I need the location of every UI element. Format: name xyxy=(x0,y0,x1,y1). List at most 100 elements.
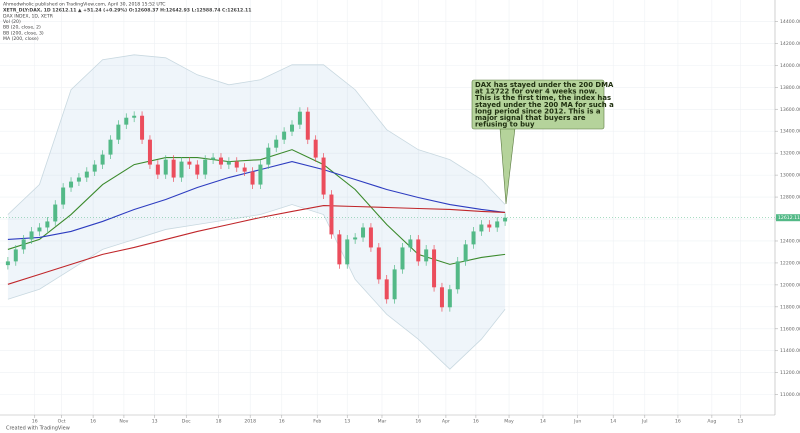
x-tick-label: Oct xyxy=(58,419,66,425)
candle-body xyxy=(424,249,429,262)
x-tick-label: 13 xyxy=(344,419,350,425)
candle-body xyxy=(290,124,295,132)
candle-body xyxy=(305,111,310,140)
candle-body xyxy=(416,239,421,262)
x-tick-label: Jul xyxy=(641,419,648,425)
candle-body xyxy=(376,247,381,280)
candle-body xyxy=(353,237,358,240)
candle-body xyxy=(187,161,192,165)
candle-body xyxy=(487,224,492,228)
candle-body xyxy=(171,159,176,178)
x-tick-label: Jun xyxy=(573,419,581,425)
y-tick-label: 13400.00 xyxy=(780,129,800,135)
candle-body xyxy=(384,279,389,300)
x-tick-label: 16 xyxy=(415,419,421,425)
x-tick-label: 13 xyxy=(737,419,743,425)
y-tick-label: 14000.00 xyxy=(780,63,800,69)
candle-body xyxy=(368,227,373,248)
x-tick-label: 16 xyxy=(279,419,285,425)
x-tick-label: 18 xyxy=(216,419,222,425)
plot-area xyxy=(0,54,775,370)
candle-body xyxy=(100,154,105,165)
annotation-box xyxy=(471,79,605,130)
x-tick-label: 16 xyxy=(473,419,479,425)
candle-body xyxy=(132,115,137,118)
overlay-line xyxy=(7,204,506,285)
y-tick-label: 11200.00 xyxy=(780,370,800,376)
y-tick-label: 13000.00 xyxy=(780,173,800,179)
grid xyxy=(0,0,775,415)
candle-body xyxy=(53,204,58,222)
candle-body xyxy=(179,161,184,178)
publisher: Ahmedwholic published on TradingView.com… xyxy=(3,2,165,8)
band-fill xyxy=(7,54,506,370)
candle-body xyxy=(84,171,89,178)
candle-body xyxy=(61,187,66,205)
x-tick-label: Nov xyxy=(119,419,128,425)
candle-body xyxy=(439,287,444,308)
y-tick-label: 11800.00 xyxy=(780,304,800,310)
y-tick-label: 12200.00 xyxy=(780,260,800,266)
annotation-line: DAX has stayed under the 200 DMA xyxy=(475,81,614,89)
x-tick-label: 16 xyxy=(675,419,681,425)
x-tick-label: Feb xyxy=(313,419,321,425)
annotation-line: at 12722 for over 4 weeks now. xyxy=(475,88,597,96)
y-tick-label: 13800.00 xyxy=(780,85,800,91)
candle-body xyxy=(274,139,279,148)
candle-body xyxy=(13,249,18,262)
candle-body xyxy=(29,231,34,240)
candle-body xyxy=(124,117,129,125)
y-tick-label: 13200.00 xyxy=(780,151,800,157)
candle-body xyxy=(211,157,216,160)
candle-body xyxy=(155,164,160,175)
x-tick-label: Aug xyxy=(707,419,716,425)
y-tick-label: 12800.00 xyxy=(780,195,800,201)
annotation-line: long period since 2012. This is a xyxy=(475,107,601,115)
candle-body xyxy=(432,249,437,288)
y-tick-label: 14200.00 xyxy=(780,41,800,47)
candle-body xyxy=(503,217,508,222)
annotation-line: stayed under the 200 MA for such a xyxy=(475,101,614,109)
candle-body xyxy=(282,131,287,140)
legend-entry: MA (200, close) xyxy=(3,36,39,42)
candle-body xyxy=(226,161,231,165)
candle-body xyxy=(313,139,318,158)
candle-body xyxy=(479,224,484,232)
candle-body xyxy=(447,289,452,308)
overlay-line xyxy=(7,54,506,215)
y-tick-label: 11400.00 xyxy=(780,348,800,354)
candle-body xyxy=(147,139,152,165)
last-price-box xyxy=(776,214,800,222)
candle-body xyxy=(495,221,500,228)
overlay-line xyxy=(7,204,506,370)
y-tick-label: 13600.00 xyxy=(780,107,800,113)
candle-body xyxy=(242,167,247,172)
candle-body xyxy=(234,161,239,168)
candle-body xyxy=(266,147,271,165)
x-tick-label: Mar xyxy=(378,419,387,425)
legend-entry: BB (200, close, 3) xyxy=(3,30,44,36)
candle-body xyxy=(258,164,263,185)
candle-body xyxy=(463,244,468,262)
candle-body xyxy=(361,227,366,238)
candle-body xyxy=(140,115,145,140)
x-tick-label: 13 xyxy=(152,419,158,425)
candle-body xyxy=(203,159,208,175)
candle-body xyxy=(92,164,97,172)
overlay-line xyxy=(7,149,506,265)
y-tick-label: 11000.00 xyxy=(780,392,800,398)
candle-body xyxy=(218,157,223,165)
axes: 11000.00 11200.00 11400.00 11600.00 11800.00… xyxy=(32,19,800,425)
candle-body xyxy=(337,234,342,265)
candle-body xyxy=(297,111,302,125)
annotation-line: refusing to buy xyxy=(475,121,535,129)
symbol-line: XETR_DLY:DAX, 1D 12612.11 ▲ +51.24 (+0.2… xyxy=(3,8,251,14)
candle-body xyxy=(321,157,326,195)
candle-body xyxy=(329,194,334,235)
last-price-label: 12612.11 xyxy=(778,215,800,221)
candle-body xyxy=(5,261,10,266)
candle-body xyxy=(163,159,168,175)
